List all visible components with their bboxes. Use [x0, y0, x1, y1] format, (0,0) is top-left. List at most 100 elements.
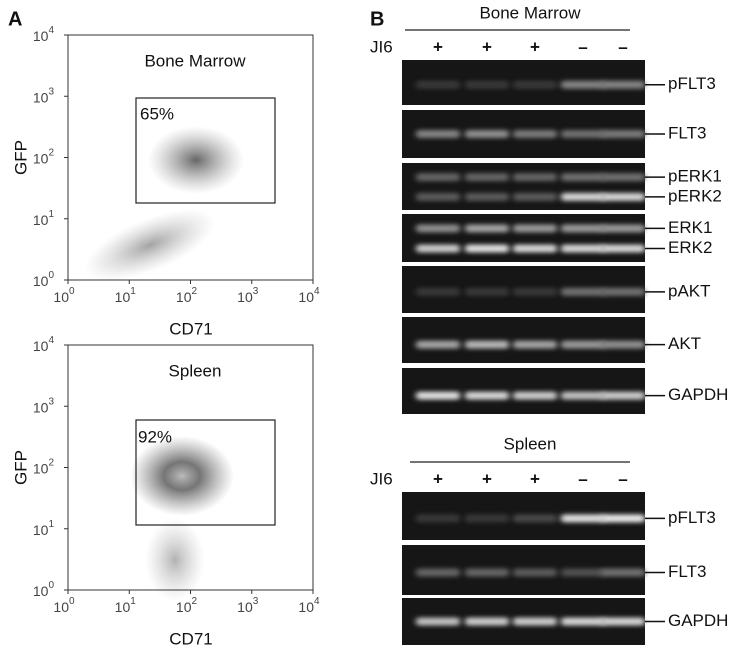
y-tick-label: 101: [33, 208, 55, 227]
tick-exp: 4: [48, 25, 54, 36]
tick-base: 10: [33, 211, 49, 227]
lane-sign: –: [618, 37, 627, 56]
tick-base: 10: [33, 460, 49, 476]
tick-exp: 4: [314, 286, 320, 297]
lane-sign: +: [433, 469, 443, 488]
band: [465, 80, 509, 89]
band: [561, 173, 605, 182]
x-tick-label: 103: [237, 286, 259, 305]
blot-label: pFLT3: [668, 508, 716, 527]
plot-title: Bone Marrow: [144, 51, 246, 70]
y-tick-label: 100: [33, 270, 55, 289]
lane-sign: –: [618, 469, 627, 488]
tick-base: 10: [33, 150, 49, 166]
band: [561, 192, 605, 201]
band: [513, 568, 557, 577]
tick-base: 10: [115, 289, 131, 305]
band: [416, 514, 460, 523]
tick-exp: 2: [192, 596, 198, 607]
x-tick-label: 103: [237, 596, 259, 615]
band: [465, 130, 509, 138]
tick-base: 10: [53, 599, 69, 615]
cell-cloud: [84, 126, 244, 602]
band: [513, 130, 557, 138]
band: [416, 224, 460, 233]
band: [601, 224, 645, 233]
band: [465, 244, 509, 253]
x-tick-label: 101: [115, 596, 137, 615]
lane-sign: +: [433, 37, 443, 56]
x-tick-label: 100: [53, 596, 75, 615]
y-tick-label: 100: [33, 580, 55, 599]
band: [465, 514, 509, 523]
band: [601, 173, 645, 182]
blot-label: pFLT3: [668, 74, 716, 93]
tick-base: 10: [176, 599, 192, 615]
treatment-label: JI6: [370, 37, 393, 56]
band: [416, 617, 460, 626]
tick-base: 10: [298, 599, 314, 615]
band: [513, 224, 557, 233]
tick-base: 10: [115, 599, 131, 615]
x-tick-label: 102: [176, 596, 198, 615]
treatment-label: JI6: [370, 469, 393, 488]
band: [416, 287, 460, 296]
band: [416, 130, 460, 138]
lane-sign: +: [482, 37, 492, 56]
lane-sign: +: [530, 37, 540, 56]
blot-label: GAPDH: [668, 385, 728, 404]
x-tick-label: 104: [298, 596, 320, 615]
blot: [402, 214, 645, 262]
tick-base: 10: [33, 521, 49, 537]
band: [561, 568, 605, 577]
x-tick-label: 102: [176, 286, 198, 305]
blot-label: FLT3: [668, 562, 706, 581]
gate: [135, 97, 276, 204]
y-tick-label: 103: [33, 86, 55, 105]
tick-exp: 3: [253, 286, 259, 297]
band: [513, 340, 557, 349]
band: [601, 340, 645, 349]
tick-exp: 0: [69, 596, 75, 607]
band: [561, 80, 605, 89]
band: [416, 340, 460, 349]
gate: [135, 419, 276, 526]
band: [561, 130, 605, 138]
band: [561, 287, 605, 296]
group-title: Bone Marrow: [479, 3, 581, 22]
y-tick-label: 103: [33, 396, 55, 415]
band: [465, 391, 509, 400]
tick-exp: 3: [253, 596, 259, 607]
band: [513, 391, 557, 400]
band: [513, 287, 557, 296]
tick-exp: 2: [48, 457, 54, 468]
x-tick-label: 104: [298, 286, 320, 305]
tick-exp: 2: [192, 286, 198, 297]
y-tick-label: 104: [33, 25, 55, 44]
band: [601, 514, 645, 523]
tick-base: 10: [33, 399, 49, 415]
band: [601, 568, 645, 577]
band: [416, 80, 460, 89]
band: [465, 224, 509, 233]
blot-label: pERK2: [668, 186, 722, 205]
band: [561, 244, 605, 253]
band: [416, 244, 460, 253]
band: [601, 80, 645, 89]
blot: [402, 163, 645, 210]
tick-exp: 0: [69, 286, 75, 297]
band: [513, 514, 557, 523]
tick-exp: 1: [48, 518, 54, 529]
y-tick-label: 102: [33, 457, 55, 476]
lane-sign: +: [530, 469, 540, 488]
tick-exp: 4: [48, 335, 54, 346]
band: [601, 287, 645, 296]
y-axis-label: GFP: [11, 450, 30, 485]
band: [601, 130, 645, 138]
blot: [402, 368, 645, 414]
band: [465, 568, 509, 577]
plot-title: Spleen: [169, 361, 222, 380]
band: [465, 287, 509, 296]
gate-percent: 92%: [138, 427, 172, 446]
